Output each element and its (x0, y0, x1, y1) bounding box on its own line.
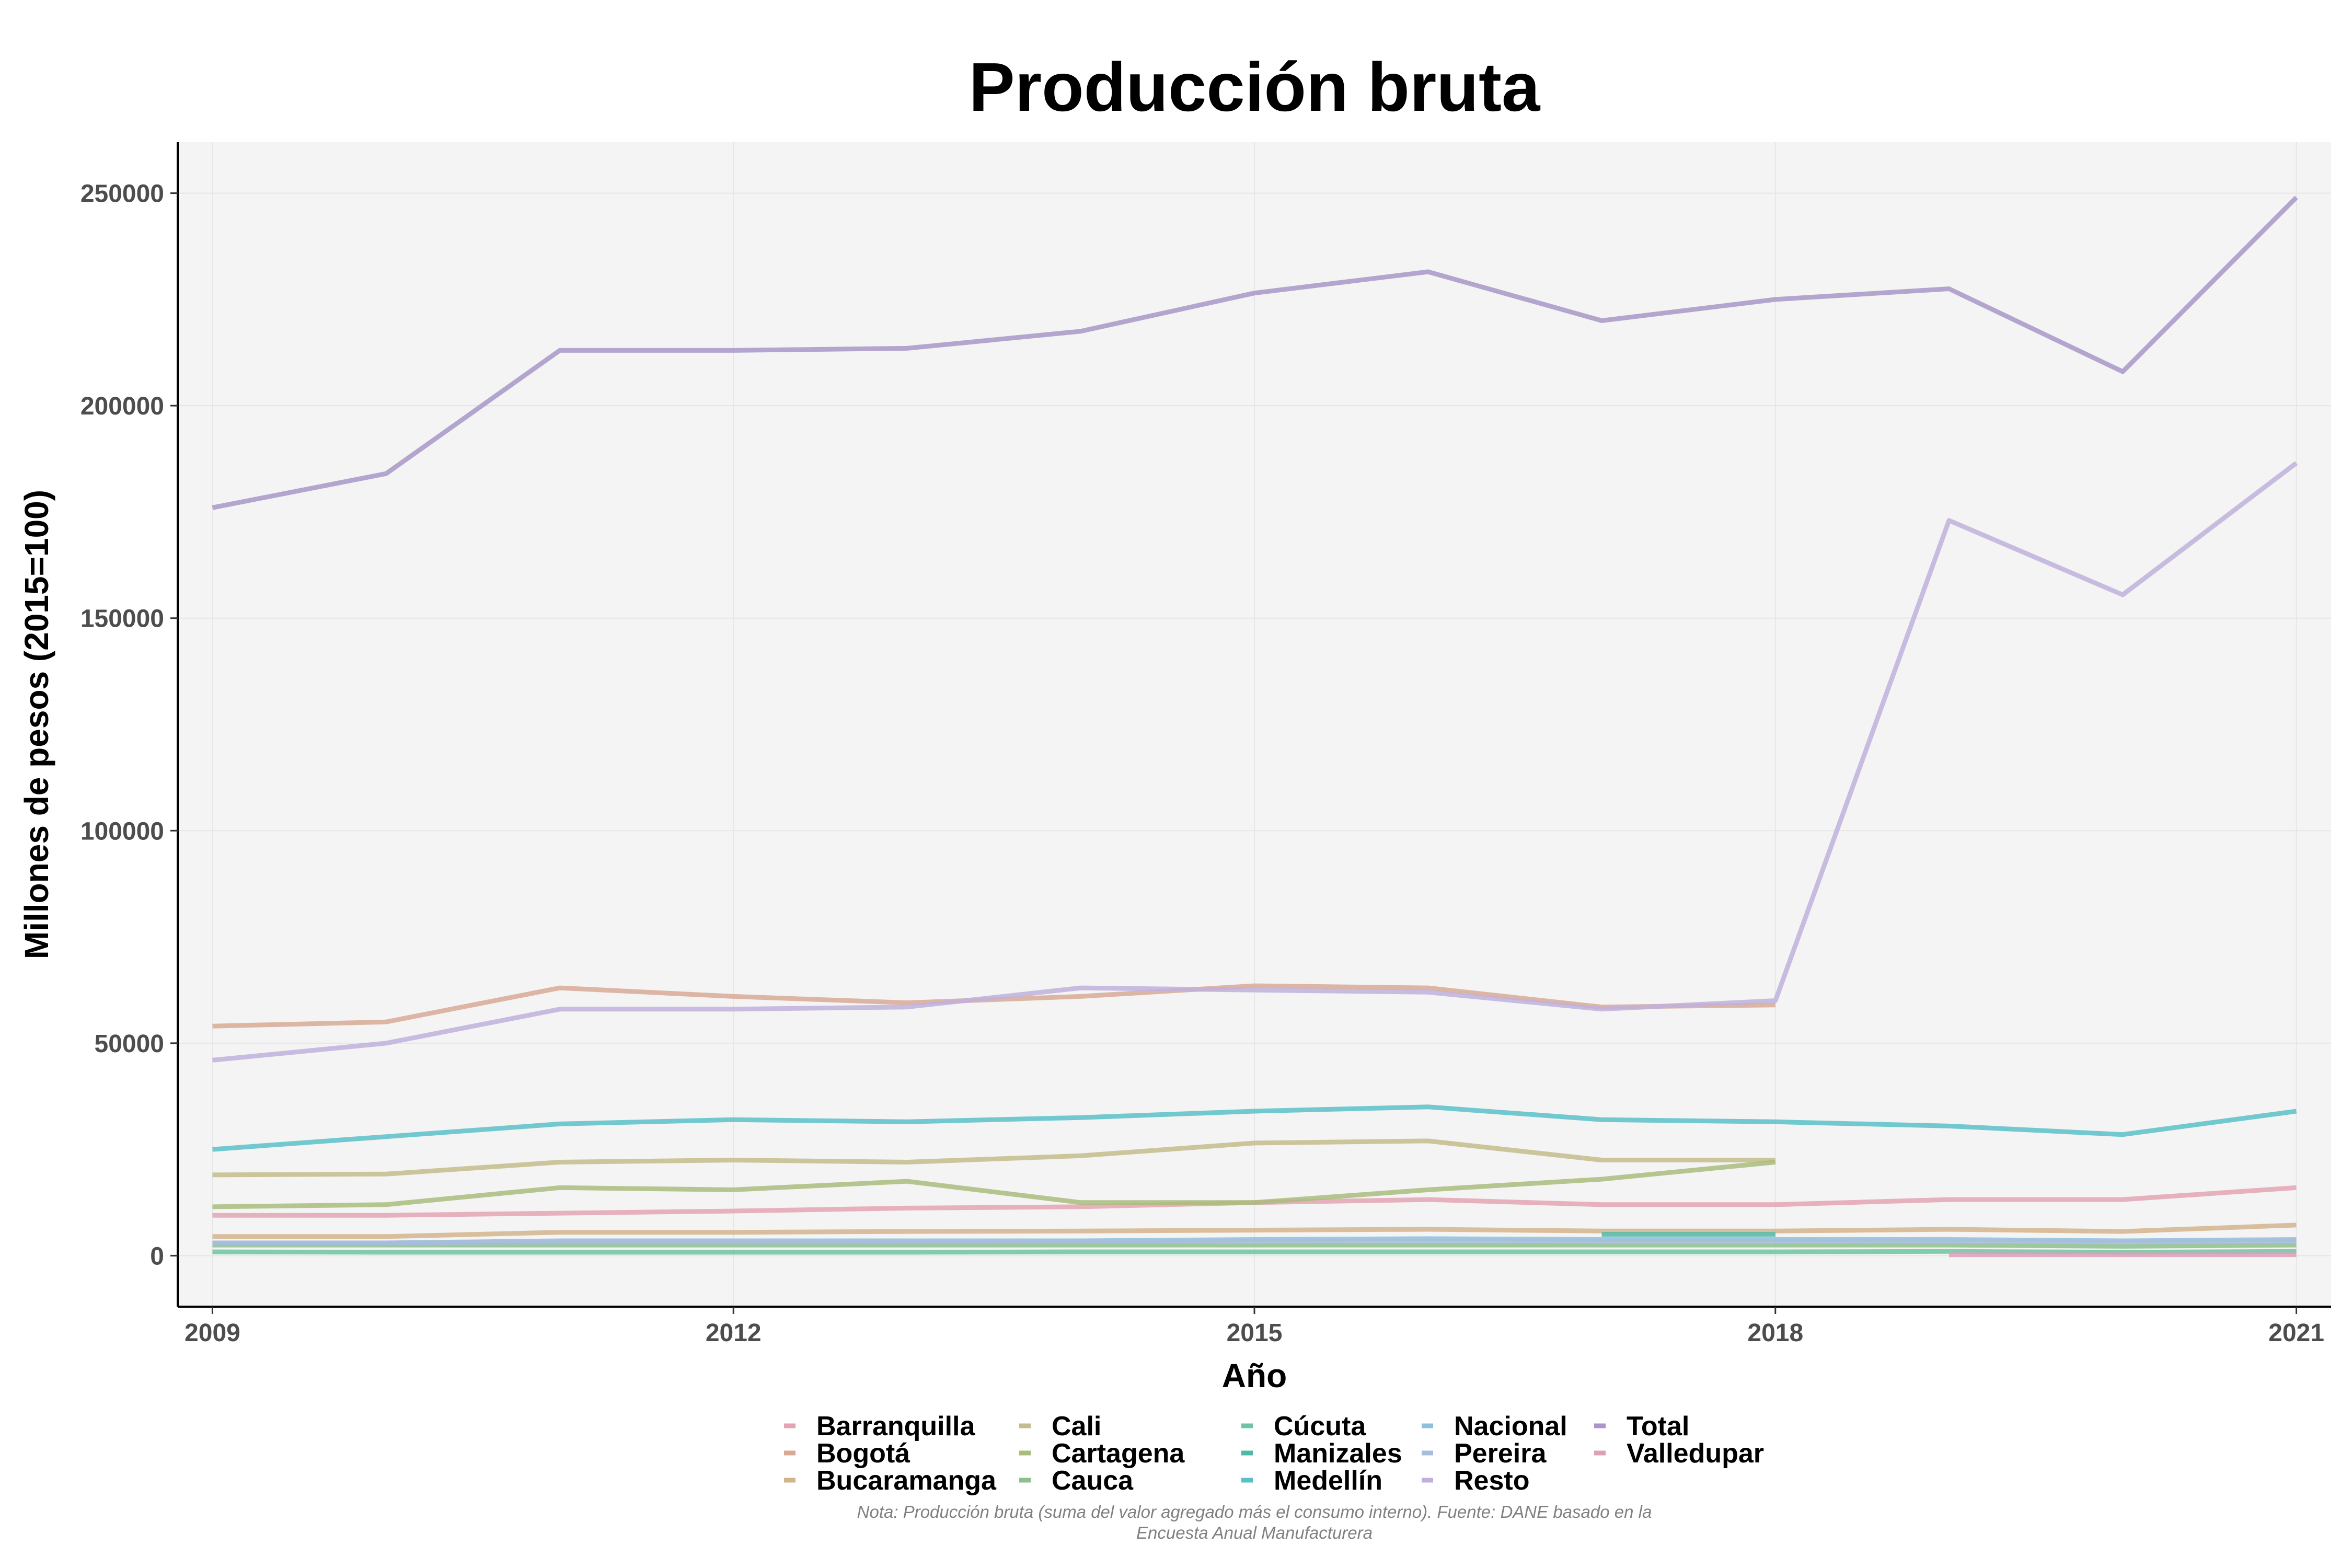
legend-label-medellín: Medellín (1274, 1466, 1382, 1496)
legend-label-barranquilla: Barranquilla (816, 1411, 975, 1442)
y-tick-label: 250000 (80, 180, 164, 208)
legend-label-cali: Cali (1052, 1411, 1101, 1442)
legend-label-pereira: Pereira (1454, 1438, 1547, 1469)
y-tick-label: 100000 (80, 817, 164, 845)
note-line-1: Nota: Producción bruta (suma del valor a… (857, 1502, 1652, 1521)
y-axis-title: Millones de pesos (2015=100) (18, 490, 55, 959)
y-tick-label: 0 (150, 1242, 164, 1270)
legend-label-manizales: Manizales (1274, 1438, 1402, 1469)
series-lines (212, 195, 2298, 1258)
legend-label-nacional: Nacional (1454, 1411, 1567, 1442)
x-axis-ticks: 2009 2012 2015 2018 2021 (185, 1307, 2324, 1347)
series-line-cartagena (212, 1160, 1776, 1209)
legend-label-cartagena: Cartagena (1052, 1438, 1185, 1469)
series-line-cúcuta (212, 1249, 2297, 1255)
legend-label-valledupar: Valledupar (1627, 1438, 1764, 1469)
legend-label-total: Total (1627, 1411, 1689, 1442)
series-line-resto (212, 461, 2298, 1063)
x-tick-label: 2018 (1747, 1319, 1803, 1347)
x-axis-title: Año (1222, 1357, 1287, 1394)
legend-label-cauca: Cauca (1052, 1466, 1134, 1496)
legend-label-bucaramanga: Bucaramanga (816, 1466, 997, 1496)
y-tick-label: 150000 (80, 605, 164, 633)
note-line-2: Encuesta Anual Manufacturera (1136, 1523, 1373, 1542)
chart-title: Producción bruta (969, 49, 1541, 125)
x-tick-label: 2021 (2268, 1319, 2324, 1347)
legend-label-resto: Resto (1454, 1466, 1529, 1496)
series-line-cauca (212, 1242, 2297, 1249)
y-axis-ticks: 0 50000 100000 150000 200000 250000 (80, 180, 178, 1270)
series-line-bucaramanga (212, 1223, 2297, 1239)
x-tick-label: 2015 (1227, 1319, 1283, 1347)
series-line-cali (212, 1138, 1775, 1178)
series-line-medellín (212, 1104, 2297, 1152)
y-tick-label: 50000 (95, 1030, 164, 1058)
series-line-pereira (212, 1238, 2297, 1246)
x-tick-label: 2009 (185, 1319, 240, 1347)
legend-label-cúcuta: Cúcuta (1274, 1411, 1366, 1442)
y-tick-label: 200000 (80, 393, 164, 420)
x-tick-label: 2012 (706, 1319, 762, 1347)
series-line-total (212, 195, 2298, 510)
legend-label-bogotá: Bogotá (816, 1438, 910, 1469)
